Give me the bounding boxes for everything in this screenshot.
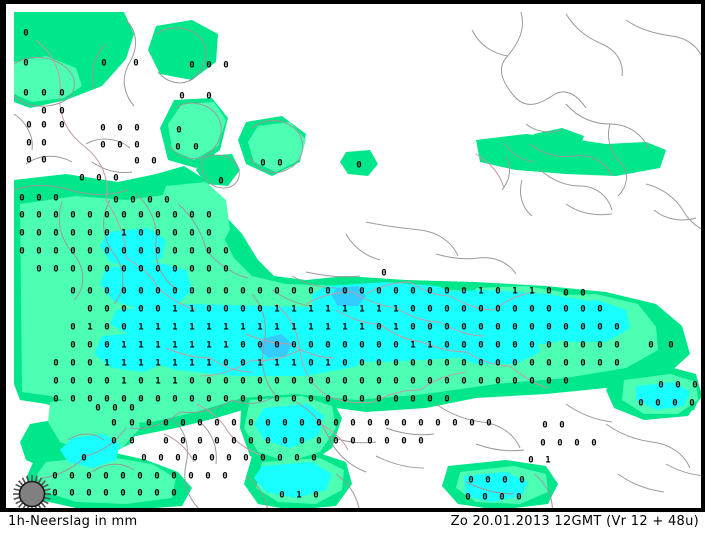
forecast-timestamp: Zo 20.01.2013 12GMT (Vr 12 + 48u) [450, 514, 699, 529]
knmi-sun-logo [13, 475, 51, 508]
precipitation-map-canvas [13, 11, 701, 508]
product-title: 1h-Neerslag in mm [8, 514, 138, 529]
map-coastlines [13, 11, 701, 508]
precip-band-0.5mm [60, 228, 690, 502]
precip-band-1mm [258, 286, 366, 358]
map-footer: 1h-Neerslag in mm Zo 20.01.2013 12GMT (V… [0, 512, 705, 546]
map-country-borders [35, 39, 549, 463]
